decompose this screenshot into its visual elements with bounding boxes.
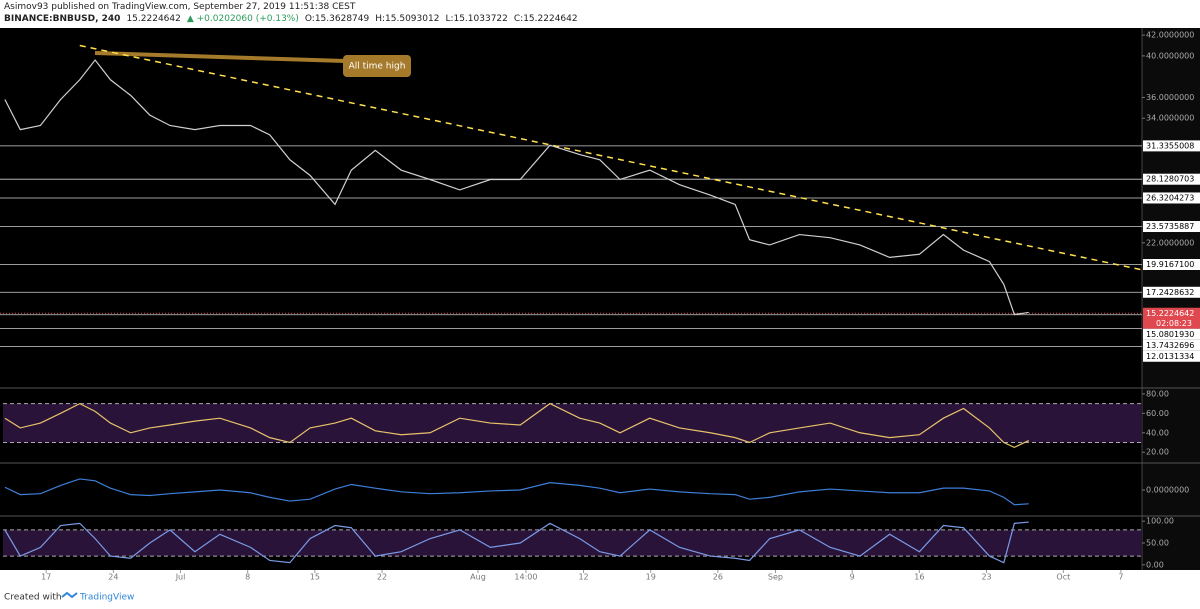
level-label-bg <box>1143 192 1200 204</box>
x-tick-label: Sep <box>768 573 783 582</box>
x-tick-label: Oct <box>1056 573 1070 582</box>
level-label: 28.1280703 <box>1146 175 1194 184</box>
level-label: 15.0801930 <box>1146 330 1194 339</box>
x-tick-label: 16 <box>914 573 924 582</box>
level-label-bg <box>1143 286 1200 298</box>
footer-brand: TradingView <box>79 593 134 603</box>
level-label: 17.2428632 <box>1146 288 1194 297</box>
symbol-row: BINANCE:BNBUSD, 240 15.2224642 ▲ +0.020206… <box>4 14 584 24</box>
x-tick-label: 14:00 <box>514 573 537 582</box>
y-tick-label: 42.0000000 <box>1146 31 1194 40</box>
series-line <box>4 478 1029 506</box>
y-tick-label: 100.00 <box>1146 517 1174 526</box>
chart-bg <box>0 28 1200 570</box>
band-fill <box>3 403 1142 443</box>
x-tick-label: 12 <box>578 573 588 582</box>
series-line <box>4 521 1029 564</box>
level-label-bg <box>1143 221 1200 233</box>
x-tick-label: 8 <box>245 573 250 582</box>
y-tick-label: 36.0000000 <box>1146 93 1194 102</box>
open: O:15.3628749 <box>304 14 370 24</box>
x-tick-label: Aug <box>470 573 486 582</box>
level-label: 13.7432696 <box>1146 341 1194 350</box>
last-price-label: 15.2224642 <box>1146 309 1194 318</box>
x-tick-label: 22 <box>377 573 387 582</box>
annotation: All time high <box>349 62 406 72</box>
level-label: 12.0131334 <box>1146 352 1194 361</box>
high: H:15.5093012 <box>375 14 440 24</box>
x-tick-label: 9 <box>850 573 855 582</box>
level-label: 23.5735887 <box>1146 222 1194 231</box>
close: C:15.2224642 <box>513 14 578 24</box>
footer-text: Created with <box>4 593 62 603</box>
countdown: 02:08:23 <box>1156 319 1192 328</box>
level-label-bg <box>1143 140 1200 152</box>
y-tick-label: 50.00 <box>1146 539 1169 548</box>
level-label-bg <box>1143 328 1200 340</box>
x-tick-label: Jul <box>175 573 186 582</box>
x-tick-label: 24 <box>108 573 118 582</box>
trendline <box>79 44 1143 271</box>
y-tick-label: 40.00 <box>1146 428 1169 437</box>
x-tick-label: 17 <box>41 573 51 582</box>
series-line <box>4 402 1030 449</box>
level-label-bg <box>1143 339 1200 351</box>
annotation-box <box>343 55 411 77</box>
x-tick-label: 23 <box>981 573 991 582</box>
change: ▲ +0.0202060 (+0.13%) <box>186 14 299 24</box>
y-tick-label: 60.00 <box>1146 409 1169 418</box>
level-label-bg <box>1143 350 1200 362</box>
x-tick-label: 7 <box>1118 573 1123 582</box>
x-tick-label: 26 <box>713 573 723 582</box>
last-price-label-bg <box>1143 307 1200 329</box>
level-label: 31.3355008 <box>1146 141 1194 150</box>
y-tick-label: 34.0000000 <box>1146 114 1194 123</box>
price: 15.2224642 <box>126 14 181 24</box>
y-tick-label: 0.0000000 <box>1146 486 1189 495</box>
level-label-bg <box>1143 173 1200 185</box>
low: L:15.1033722 <box>445 14 508 24</box>
y-tick-label: 20.00 <box>1146 448 1169 457</box>
level-label-bg <box>1143 258 1200 270</box>
symbol: BINANCE:BNBUSD, 240 <box>4 14 121 24</box>
logo <box>61 591 78 599</box>
y-tick-label: 22.0000000 <box>1146 238 1194 247</box>
publisher: Asimov93 published on TradingView.com, S… <box>4 2 356 12</box>
series-line <box>4 59 1029 316</box>
y-tick-label: 0.00 <box>1146 560 1164 569</box>
level-label: 26.3204273 <box>1146 193 1194 202</box>
x-tick-label: 19 <box>646 573 656 582</box>
x-tick-label: 15 <box>310 573 320 582</box>
y-tick-label: 80.00 <box>1146 389 1169 398</box>
y-tick-label: 40.0000000 <box>1146 51 1194 60</box>
level-label: 19.9167100 <box>1146 260 1194 269</box>
annotation-pointer <box>94 51 346 63</box>
price-axis-bg <box>1142 28 1200 570</box>
